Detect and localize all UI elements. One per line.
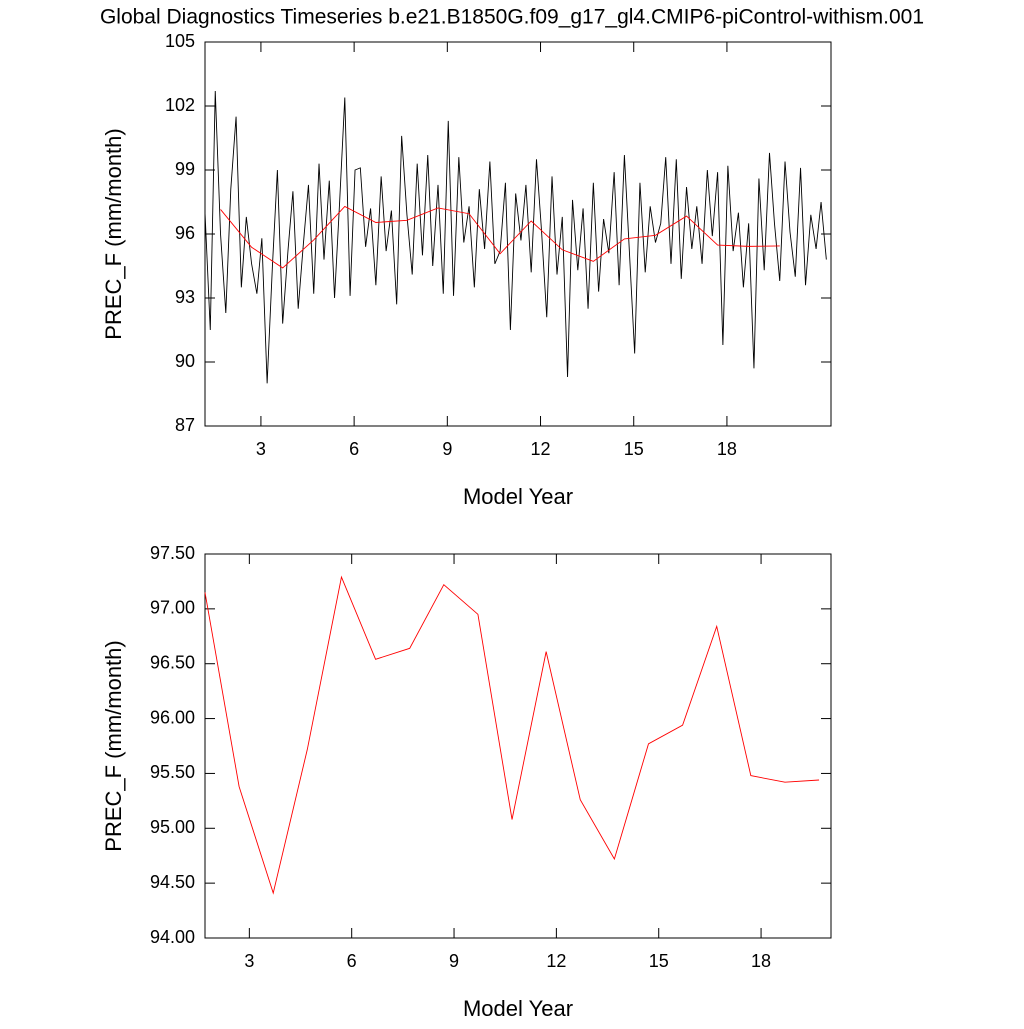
x-tick-label: 3	[244, 951, 254, 971]
y-tick-label: 93	[175, 287, 195, 307]
plot-frame	[204, 553, 832, 939]
y-tick-label: 102	[165, 95, 195, 115]
y-tick-label: 90	[175, 351, 195, 371]
x-tick-label: 12	[531, 439, 551, 459]
y-tick-label: 99	[175, 159, 195, 179]
x-axis-label: Model Year	[463, 484, 573, 509]
x-tick-label: 15	[624, 439, 644, 459]
data-line	[220, 205, 780, 269]
plot-frame	[204, 41, 832, 427]
y-tick-label: 97.50	[150, 543, 195, 563]
x-tick-label: 6	[347, 951, 357, 971]
data-line	[204, 575, 820, 895]
y-tick-label: 96.50	[150, 652, 195, 672]
y-tick-label: 95.00	[150, 817, 195, 837]
x-tick-label: 9	[442, 439, 452, 459]
y-tick-label: 96	[175, 223, 195, 243]
x-tick-label: 18	[751, 951, 771, 971]
y-tick-label: 94.50	[150, 872, 195, 892]
y-axis-label: PREC_F (mm/month)	[101, 640, 126, 851]
x-tick-label: 18	[717, 439, 737, 459]
y-tick-label: 97.00	[150, 598, 195, 618]
y-tick-label: 105	[165, 31, 195, 51]
x-tick-label: 12	[546, 951, 566, 971]
y-tick-label: 87	[175, 415, 195, 435]
data-line	[204, 91, 827, 384]
y-tick-label: 95.50	[150, 762, 195, 782]
x-tick-label: 15	[649, 951, 669, 971]
chart-title: Global Diagnostics Timeseries b.e21.B185…	[100, 6, 924, 29]
x-tick-label: 6	[349, 439, 359, 459]
x-axis-label: Model Year	[463, 996, 573, 1021]
x-tick-label: 9	[449, 951, 459, 971]
x-tick-label: 3	[256, 439, 266, 459]
y-tick-label: 96.00	[150, 707, 195, 727]
y-tick-label: 94.00	[150, 927, 195, 947]
y-axis-label: PREC_F (mm/month)	[101, 128, 126, 339]
